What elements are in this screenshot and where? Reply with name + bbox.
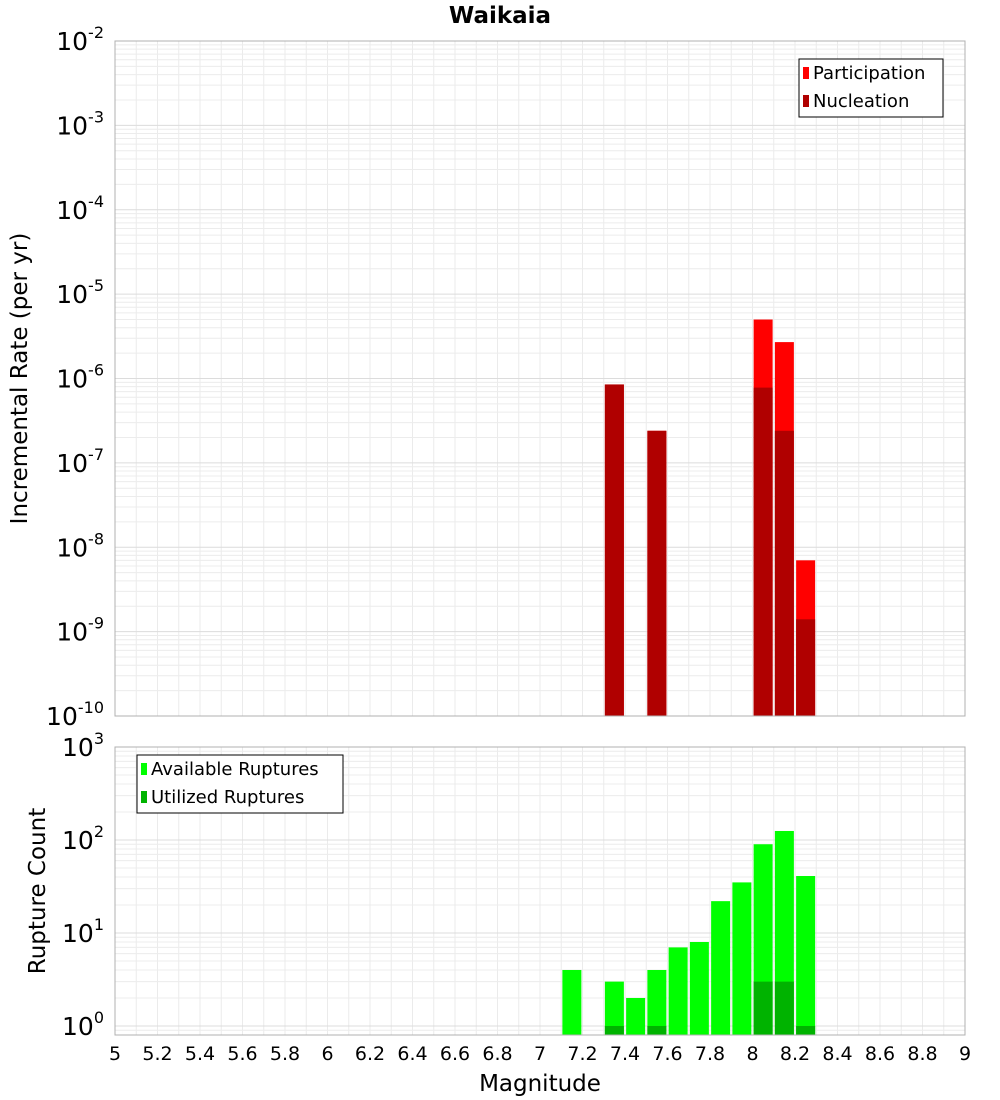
- legend-label: Participation: [813, 63, 925, 84]
- y-tick-exponent: -8: [88, 529, 104, 548]
- y-tick-base: 10: [56, 196, 88, 225]
- x-tick-label: 5.6: [227, 1043, 257, 1065]
- y-tick-label: 101: [62, 915, 104, 948]
- x-tick-label: 6.4: [397, 1043, 427, 1065]
- x-tick-label: 5.2: [142, 1043, 172, 1065]
- y-tick-label: 10-7: [56, 445, 104, 478]
- x-tick-label: 8.6: [865, 1043, 895, 1065]
- y-tick-base: 10: [56, 365, 88, 394]
- legend-swatch: [141, 763, 147, 775]
- legend-swatch: [803, 67, 809, 79]
- y-tick-label: 100: [62, 1008, 104, 1041]
- bar-nucleation: [753, 387, 773, 716]
- legend-swatch: [141, 791, 147, 803]
- bar-available-ruptures: [562, 969, 582, 1035]
- bar-available-ruptures: [647, 969, 667, 1035]
- legend-label: Utilized Ruptures: [151, 787, 304, 808]
- y-tick-exponent: -3: [88, 107, 104, 126]
- chart-title: Waikaia: [449, 3, 551, 29]
- bar-available-ruptures: [626, 997, 646, 1035]
- y-tick-label: 10-9: [56, 614, 104, 647]
- x-tick-label: 7: [534, 1043, 546, 1065]
- y-axis-label: Rupture Count: [25, 808, 51, 974]
- x-tick-label: 7.4: [610, 1043, 640, 1065]
- bar-available-ruptures: [689, 942, 709, 1035]
- y-tick-exponent: -7: [88, 445, 104, 464]
- y-tick-label: 102: [62, 822, 104, 855]
- y-tick-exponent: -5: [88, 276, 104, 295]
- x-tick-label: 7.2: [567, 1043, 597, 1065]
- y-tick-base: 10: [62, 826, 94, 855]
- bar-available-ruptures: [604, 981, 624, 1035]
- x-tick-label: 8.4: [822, 1043, 852, 1065]
- y-tick-base: 10: [56, 280, 88, 309]
- legend-swatch: [803, 95, 809, 107]
- y-tick-base: 10: [46, 702, 78, 731]
- x-tick-label: 5.8: [270, 1043, 300, 1065]
- x-axis-label: Magnitude: [479, 1071, 601, 1097]
- bar-utilized-ruptures: [753, 981, 773, 1035]
- y-tick-label: 10-10: [46, 698, 104, 731]
- bar-available-ruptures: [732, 882, 752, 1035]
- y-tick-label: 103: [62, 729, 104, 762]
- y-tick-label: 10-4: [56, 192, 104, 225]
- x-tick-label: 8.2: [780, 1043, 810, 1065]
- y-tick-base: 10: [56, 533, 88, 562]
- y-tick-exponent: -9: [88, 614, 104, 633]
- bar-nucleation: [774, 430, 794, 716]
- y-tick-label: 10-3: [56, 107, 104, 140]
- y-tick-label: 10-6: [56, 361, 104, 394]
- legend-label: Available Ruptures: [151, 759, 319, 780]
- x-tick-label: 9: [959, 1043, 971, 1065]
- y-tick-label: 10-8: [56, 529, 104, 562]
- plot-frame-1: [114, 746, 966, 1036]
- x-tick-label: 8.8: [907, 1043, 937, 1065]
- bar-available-ruptures: [796, 876, 816, 1035]
- x-tick-label: 6.2: [355, 1043, 385, 1065]
- y-tick-label: 10-5: [56, 276, 104, 309]
- y-tick-exponent: 1: [94, 915, 104, 934]
- y-tick-base: 10: [56, 449, 88, 478]
- y-tick-base: 10: [62, 733, 94, 762]
- y-tick-base: 10: [56, 111, 88, 140]
- y-tick-exponent: -2: [88, 23, 104, 42]
- x-tick-label: 7.6: [652, 1043, 682, 1065]
- y-tick-label: 10-2: [56, 23, 104, 56]
- y-tick-exponent: 3: [94, 729, 104, 748]
- bar-utilized-ruptures: [604, 1025, 624, 1035]
- bar-available-ruptures: [711, 901, 731, 1035]
- y-tick-base: 10: [56, 618, 88, 647]
- x-tick-label: 5: [109, 1043, 121, 1065]
- plot-frame-0: [114, 40, 966, 717]
- y-tick-base: 10: [62, 919, 94, 948]
- bar-utilized-ruptures: [774, 981, 794, 1035]
- y-tick-exponent: -4: [88, 192, 104, 211]
- bar-available-ruptures: [668, 947, 688, 1035]
- bar-utilized-ruptures: [796, 1025, 816, 1035]
- bar-nucleation: [796, 619, 816, 716]
- x-tick-label: 6.8: [482, 1043, 512, 1065]
- bar-nucleation: [647, 430, 667, 716]
- y-axis-label: Incremental Rate (per yr): [7, 233, 33, 525]
- y-tick-exponent: 0: [94, 1008, 104, 1027]
- x-tick-label: 8: [746, 1043, 758, 1065]
- legend-box: [798, 58, 944, 118]
- legend-label: Nucleation: [813, 91, 909, 112]
- x-tick-label: 6: [321, 1043, 333, 1065]
- x-tick-label: 5.4: [185, 1043, 215, 1065]
- x-tick-label: 6.6: [440, 1043, 470, 1065]
- y-tick-base: 10: [56, 27, 88, 56]
- y-tick-base: 10: [62, 1012, 94, 1041]
- bar-utilized-ruptures: [647, 1025, 667, 1035]
- y-tick-exponent: -6: [88, 361, 104, 380]
- y-tick-exponent: -10: [78, 698, 104, 717]
- x-tick-label: 7.8: [695, 1043, 725, 1065]
- bar-nucleation: [604, 384, 624, 716]
- y-tick-exponent: 2: [94, 822, 104, 841]
- legend-box: [136, 754, 344, 814]
